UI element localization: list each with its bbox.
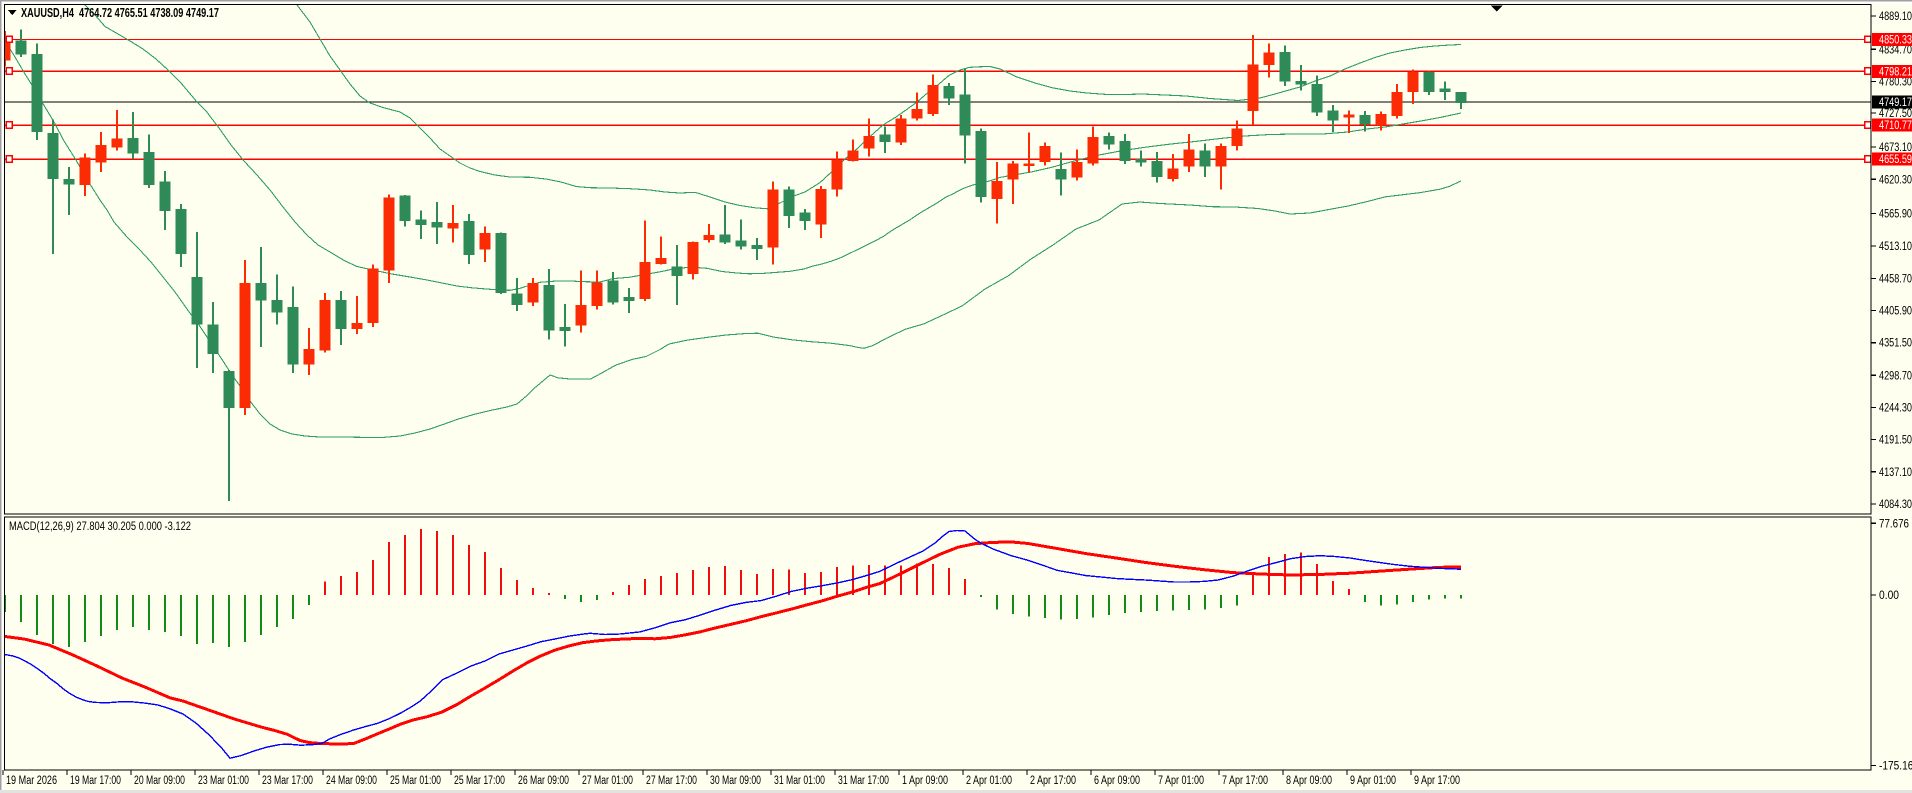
svg-text:0.00: 0.00	[1879, 590, 1899, 602]
svg-text:4749.17: 4749.17	[1879, 97, 1912, 109]
svg-text:19 Mar 2026: 19 Mar 2026	[6, 775, 57, 787]
svg-text:9 Apr 01:00: 9 Apr 01:00	[1350, 775, 1396, 787]
svg-text:26 Mar 09:00: 26 Mar 09:00	[518, 775, 569, 787]
svg-text:4298.70: 4298.70	[1879, 370, 1912, 382]
svg-text:4727.50: 4727.50	[1879, 108, 1912, 120]
svg-text:23 Mar 17:00: 23 Mar 17:00	[262, 775, 313, 787]
svg-text:23 Mar 01:00: 23 Mar 01:00	[198, 775, 249, 787]
svg-text:4191.50: 4191.50	[1879, 435, 1912, 447]
svg-text:4620.30: 4620.30	[1879, 174, 1912, 186]
svg-text:25 Mar 01:00: 25 Mar 01:00	[390, 775, 441, 787]
svg-text:2 Apr 17:00: 2 Apr 17:00	[1030, 775, 1076, 787]
svg-text:30 Mar 09:00: 30 Mar 09:00	[710, 775, 761, 787]
svg-text:4565.90: 4565.90	[1879, 209, 1912, 221]
svg-text:27 Mar 01:00: 27 Mar 01:00	[582, 775, 633, 787]
svg-text:7 Apr 17:00: 7 Apr 17:00	[1222, 775, 1268, 787]
svg-text:4710.77: 4710.77	[1879, 120, 1912, 132]
svg-text:24 Mar 09:00: 24 Mar 09:00	[326, 775, 377, 787]
svg-text:19 Mar 17:00: 19 Mar 17:00	[70, 775, 121, 787]
svg-text:-175.163: -175.163	[1879, 761, 1912, 773]
svg-text:8 Apr 09:00: 8 Apr 09:00	[1286, 775, 1332, 787]
svg-text:25 Mar 17:00: 25 Mar 17:00	[454, 775, 505, 787]
svg-text:4084.30: 4084.30	[1879, 499, 1912, 511]
svg-text:MACD(12,26,9) 27.804 30.205 0.: MACD(12,26,9) 27.804 30.205 0.000 -3.122	[9, 521, 191, 533]
svg-text:4351.50: 4351.50	[1879, 338, 1912, 350]
svg-text:4458.70: 4458.70	[1879, 273, 1912, 285]
svg-text:4834.70: 4834.70	[1879, 44, 1912, 56]
svg-text:1 Apr 09:00: 1 Apr 09:00	[902, 775, 948, 787]
svg-text:XAUUSD,H4 4764.72 4765.51 473: XAUUSD,H4 4764.72 4765.51 4738.09 4749.1…	[21, 6, 219, 20]
svg-text:4780.30: 4780.30	[1879, 77, 1912, 89]
svg-text:20 Mar 09:00: 20 Mar 09:00	[134, 775, 185, 787]
svg-text:31 Mar 01:00: 31 Mar 01:00	[774, 775, 825, 787]
svg-text:4655.59: 4655.59	[1879, 154, 1912, 166]
svg-text:4850.33: 4850.33	[1879, 35, 1912, 47]
svg-text:4137.10: 4137.10	[1879, 467, 1912, 479]
svg-text:4673.10: 4673.10	[1879, 142, 1912, 154]
svg-text:31 Mar 17:00: 31 Mar 17:00	[838, 775, 889, 787]
svg-text:2 Apr 01:00: 2 Apr 01:00	[966, 775, 1012, 787]
svg-text:9 Apr 17:00: 9 Apr 17:00	[1414, 775, 1460, 787]
svg-text:4798.21: 4798.21	[1879, 66, 1912, 78]
svg-text:27 Mar 17:00: 27 Mar 17:00	[646, 775, 697, 787]
svg-text:7 Apr 01:00: 7 Apr 01:00	[1158, 775, 1204, 787]
svg-text:4244.30: 4244.30	[1879, 402, 1912, 414]
svg-text:6 Apr 09:00: 6 Apr 09:00	[1094, 775, 1140, 787]
svg-text:4405.90: 4405.90	[1879, 306, 1912, 318]
svg-text:4889.10: 4889.10	[1879, 11, 1912, 23]
svg-text:4513.10: 4513.10	[1879, 241, 1912, 253]
svg-text:77.676: 77.676	[1879, 518, 1909, 530]
